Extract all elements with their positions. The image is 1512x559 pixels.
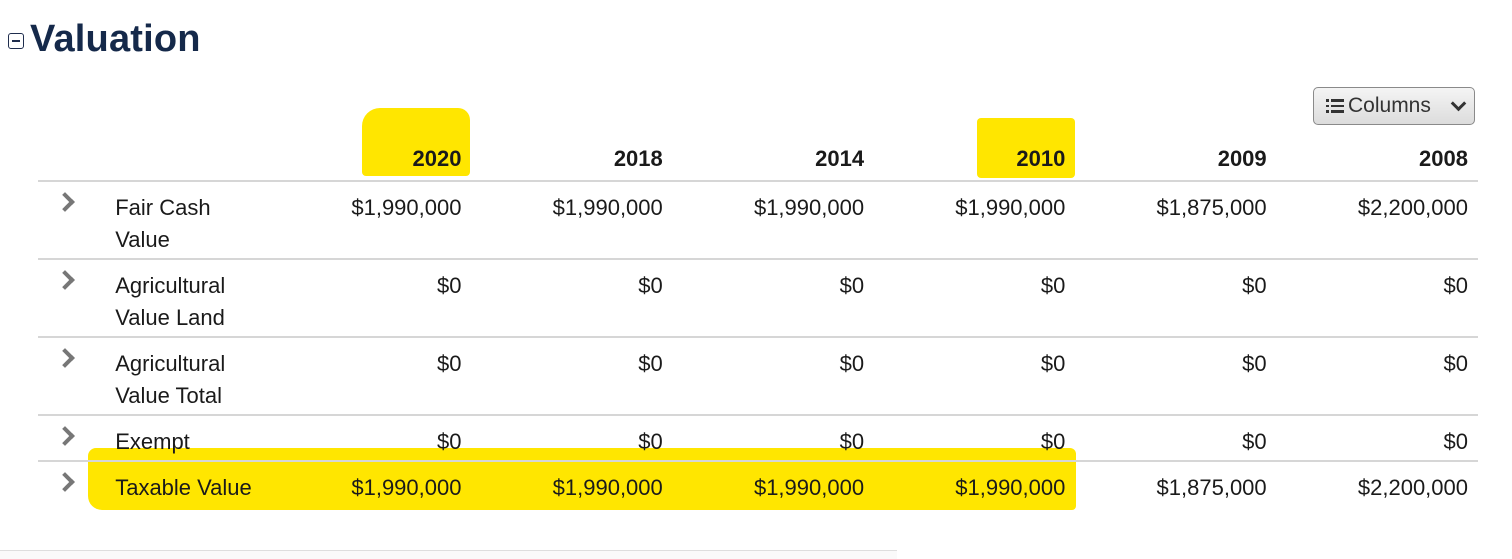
chevron-down-icon [1450, 95, 1467, 111]
row-label: Agricultural Value Total [115, 351, 226, 408]
table-row: Exempt $0 $0 $0 $0 $0 $0 [38, 415, 1478, 461]
chevron-right-icon [55, 270, 75, 290]
table-cell: $0 [1040, 429, 1066, 454]
highlight-mark-2010 [977, 118, 1075, 178]
table-cell: $0 [1443, 351, 1468, 376]
row-expand-toggle[interactable] [38, 461, 79, 531]
table-cell: $2,200,000 [1357, 195, 1468, 220]
table-cell: $0 [839, 273, 865, 298]
table-cell: $0 [1040, 273, 1066, 298]
table-cell: $0 [839, 429, 865, 454]
header-label-spacer [78, 128, 270, 181]
table-cell: $1,875,000 [1156, 195, 1267, 220]
chevron-right-icon [55, 192, 75, 212]
column-header-year[interactable]: 2018 [613, 146, 663, 171]
highlight-mark-2020 [362, 108, 470, 176]
column-header-year[interactable]: 2008 [1419, 146, 1468, 171]
table-cell: $1,990,000 [753, 475, 865, 500]
table-cell: $0 [1040, 351, 1066, 376]
table-cell: $1,990,000 [955, 475, 1066, 500]
table-cell: $0 [638, 273, 663, 298]
table-cell: $0 [436, 351, 462, 376]
highlight-mark-taxable-value [88, 448, 1076, 510]
list-icon [1326, 100, 1344, 113]
columns-dropdown-button[interactable]: Columns [1313, 87, 1475, 125]
section-title: Valuation [30, 17, 201, 60]
bottom-divider [0, 550, 897, 559]
table-cell: $0 [638, 429, 663, 454]
section-header: Valuation [8, 14, 201, 64]
table-cell: $1,990,000 [552, 475, 663, 500]
row-label: Agricultural Value Land [115, 273, 226, 330]
table-cell: $0 [839, 351, 865, 376]
table-cell: $0 [638, 351, 663, 376]
table-cell: $1,990,000 [351, 195, 462, 220]
table-cell: $0 [1443, 273, 1468, 298]
header-spacer [38, 128, 79, 181]
row-expand-toggle[interactable] [38, 181, 79, 259]
valuation-table: 2020 2018 2014 2010 2009 2008 Fair Cash … [38, 128, 1478, 531]
table-cell: $0 [436, 273, 462, 298]
table-cell: $0 [436, 429, 462, 454]
table-cell: $1,990,000 [552, 195, 663, 220]
table-row: Agricultural Value Land $0 $0 $0 $0 $0 $… [38, 259, 1478, 337]
table-header-row: 2020 2018 2014 2010 2009 2008 [38, 128, 1478, 181]
chevron-right-icon [55, 472, 75, 492]
table-cell: $1,990,000 [753, 195, 865, 220]
column-header-year[interactable]: 2020 [412, 146, 462, 171]
table-cell: $1,990,000 [955, 195, 1066, 220]
table-cell: $0 [1443, 429, 1468, 454]
table-row: Agricultural Value Total $0 $0 $0 $0 $0 … [38, 337, 1478, 415]
table-cell: $2,200,000 [1357, 475, 1468, 500]
chevron-right-icon [55, 426, 75, 446]
row-label: Fair Cash Value [115, 195, 211, 252]
table-cell: $0 [1242, 273, 1267, 298]
row-label: Taxable Value [115, 475, 252, 500]
row-expand-toggle[interactable] [38, 259, 79, 337]
chevron-right-icon [55, 348, 75, 368]
column-header-year[interactable]: 2009 [1217, 146, 1267, 171]
table-cell: $0 [1242, 351, 1267, 376]
collapse-minus-icon[interactable] [8, 33, 24, 49]
column-header-year[interactable]: 2010 [1016, 146, 1066, 171]
columns-button-label: Columns [1348, 94, 1431, 117]
column-header-year[interactable]: 2014 [815, 146, 865, 171]
table-row: Fair Cash Value $1,990,000 $1,990,000 $1… [38, 181, 1478, 259]
table-cell: $0 [1242, 429, 1267, 454]
row-label: Exempt [115, 429, 190, 454]
table-cell: $1,875,000 [1156, 475, 1267, 500]
row-expand-toggle[interactable] [38, 415, 79, 461]
row-expand-toggle[interactable] [38, 337, 79, 415]
table-cell: $1,990,000 [351, 475, 462, 500]
table-row: Taxable Value $1,990,000 $1,990,000 $1,9… [38, 461, 1478, 531]
